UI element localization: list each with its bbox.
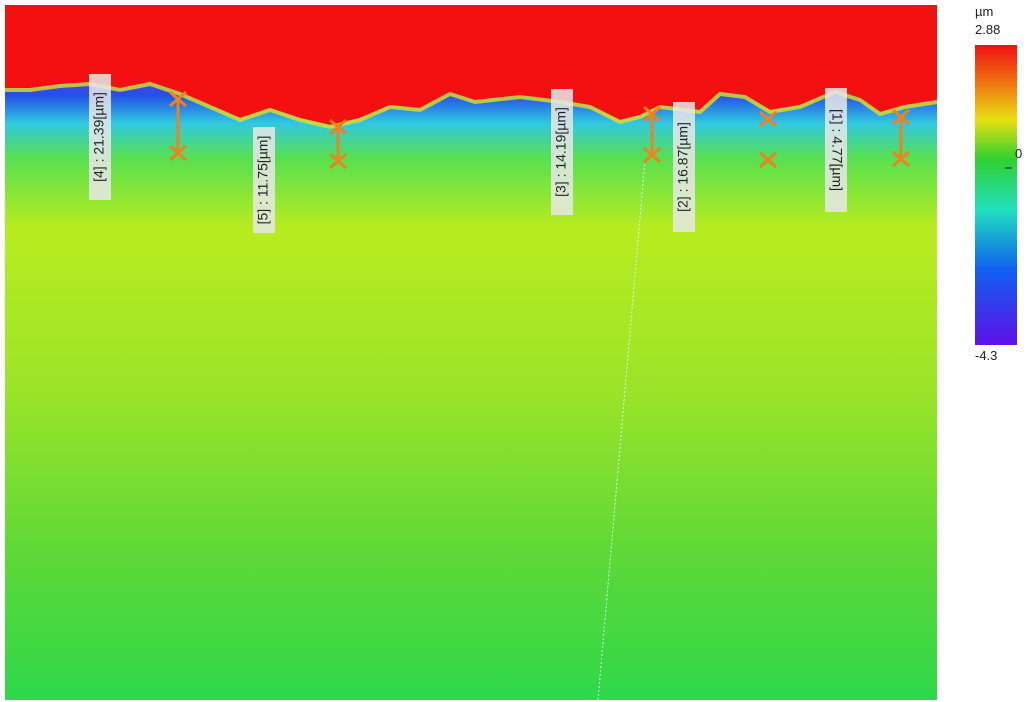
height-map-view: [4] : 21.39[µm] [5] : 11.75[µm] [3] : 14… xyxy=(0,0,1028,702)
surface-image xyxy=(5,5,937,700)
colorbar-unit: µm xyxy=(975,4,993,19)
measurement-label: [5] : 11.75[µm] xyxy=(255,136,271,225)
measurement-label: [4] : 21.39[µm] xyxy=(91,92,107,182)
measurement-label: [2] : 16.87[µm] xyxy=(675,122,691,212)
colorbar-zero: 0 xyxy=(1015,146,1022,161)
colorbar-min: -4.3 xyxy=(975,348,997,363)
colorbar-scale xyxy=(975,45,1017,345)
measurement-label: [3] : 14.19[µm] xyxy=(553,107,569,197)
colorbar: µm 2.88 0 -4.3 xyxy=(975,4,1022,363)
colorbar-max: 2.88 xyxy=(975,22,1000,37)
measurement-label: [1] : 4.77[µm] xyxy=(829,109,845,191)
